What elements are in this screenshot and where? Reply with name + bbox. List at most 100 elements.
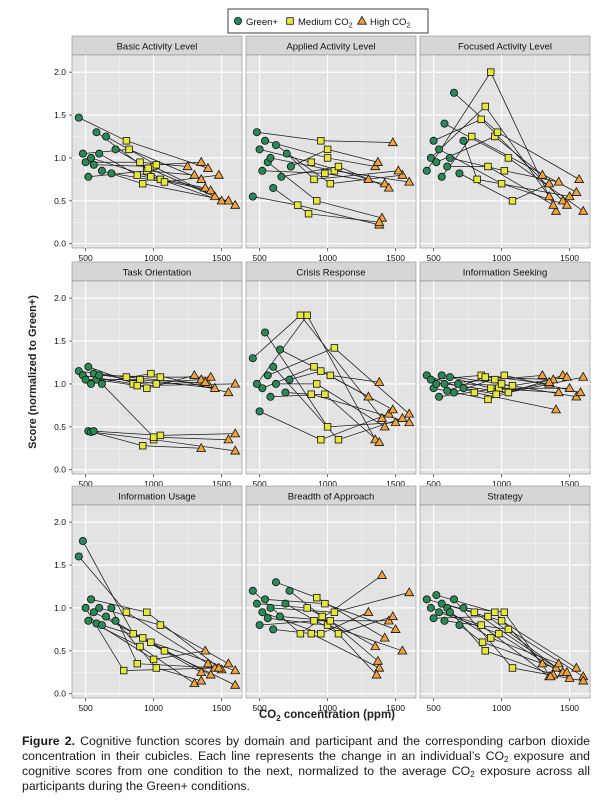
legend-marker-triangle [356, 15, 368, 25]
data-point-green-plus [440, 119, 449, 128]
data-point-green-plus [459, 384, 468, 393]
data-point-medium-co2 [487, 634, 495, 642]
data-point-medium-co2 [330, 167, 339, 175]
data-point-green-plus [81, 603, 90, 612]
panel-title: Crisis Response [296, 268, 365, 279]
data-point-high-co2 [189, 678, 200, 688]
data-point-green-plus [281, 388, 290, 397]
panel-title: Breadth of Approach [288, 492, 375, 503]
data-point-medium-co2 [477, 115, 485, 124]
data-point-green-plus [266, 153, 275, 162]
x-tick-label: 1500 [212, 703, 231, 713]
data-point-medium-co2 [497, 179, 506, 188]
data-point-green-plus [97, 379, 106, 388]
legend-label-text: High CO [370, 17, 406, 28]
data-point-medium-co2 [495, 629, 503, 638]
data-point-medium-co2 [508, 381, 517, 390]
data-point-green-plus [258, 166, 267, 175]
data-point-high-co2 [545, 671, 556, 681]
data-point-green-plus [422, 166, 431, 175]
data-point-green-plus [78, 149, 87, 158]
data-point-high-co2 [537, 369, 548, 379]
data-point-medium-co2 [307, 158, 315, 166]
panel-applied-activity-level: Applied Activity Level 500 1000 1500 [245, 35, 417, 263]
data-point-green-plus [432, 158, 441, 167]
panel-task-orientation: Task Orientation 0.0 0.5 1.0 1.5 2.0 500 1000 15… [54, 261, 243, 489]
y-tick-label: 0.0 [54, 465, 66, 475]
y-tick-label: 0.5 [54, 646, 66, 656]
data-point-high-co2 [189, 369, 200, 379]
x-tick-label: 1000 [144, 703, 163, 713]
data-point-medium-co2 [470, 388, 479, 397]
data-point-green-plus [443, 386, 452, 395]
data-point-green-plus [248, 192, 257, 201]
data-point-high-co2 [363, 606, 374, 616]
data-point-green-plus [437, 371, 446, 380]
data-point-high-co2 [404, 176, 415, 186]
data-point-high-co2 [544, 376, 555, 386]
data-point-green-plus [422, 595, 431, 604]
x-tick-label: 1500 [560, 703, 579, 713]
data-point-green-plus [285, 586, 294, 595]
data-point-green-plus [84, 172, 93, 181]
data-point-green-plus [252, 128, 261, 137]
data-point-medium-co2 [156, 431, 165, 440]
data-point-green-plus [269, 362, 278, 371]
data-point-green-plus [459, 136, 468, 145]
data-point-medium-co2 [310, 363, 318, 371]
data-point-green-plus [74, 552, 83, 561]
data-point-green-plus [263, 371, 272, 380]
data-point-medium-co2 [497, 380, 506, 388]
data-point-high-co2 [376, 569, 388, 579]
data-point-medium-co2 [144, 164, 152, 172]
data-point-green-plus [248, 586, 257, 595]
x-tick-label: 1500 [386, 703, 405, 713]
data-point-green-plus [261, 136, 270, 145]
data-point-high-co2 [230, 199, 241, 209]
data-point-green-plus [449, 595, 458, 604]
data-point-medium-co2 [481, 102, 489, 111]
data-point-green-plus [437, 599, 446, 608]
data-point-high-co2 [205, 185, 216, 195]
data-point-medium-co2 [504, 154, 513, 162]
data-point-medium-co2 [125, 145, 133, 154]
data-point-medium-co2 [500, 608, 509, 616]
data-point-high-co2 [561, 666, 572, 676]
x-axis-label: CO2 concentration (ppm) [259, 709, 395, 723]
data-point-green-plus [95, 149, 104, 158]
panel-title: Basic Activity Level [117, 42, 198, 53]
data-point-medium-co2 [122, 373, 131, 381]
data-point-green-plus [81, 158, 90, 167]
data-point-green-plus [74, 113, 83, 122]
data-point-medium-co2 [307, 629, 315, 638]
data-point-medium-co2 [334, 435, 343, 444]
data-point-green-plus [102, 612, 111, 621]
data-point-medium-co2 [143, 384, 151, 392]
data-point-high-co2 [374, 662, 385, 672]
y-axis-label: Score (normalized to Green+) [27, 295, 39, 449]
data-point-green-plus [258, 608, 267, 617]
y-tick-label: 2.0 [54, 67, 66, 77]
data-point-high-co2 [200, 645, 211, 655]
data-point-high-co2 [205, 669, 216, 679]
data-point-medium-co2 [313, 593, 321, 602]
data-point-medium-co2 [467, 132, 476, 141]
data-point-high-co2 [196, 442, 207, 452]
x-axis-label-sub: 2 [276, 714, 281, 723]
data-point-green-plus [107, 603, 116, 612]
data-point-medium-co2 [481, 373, 489, 381]
data-point-high-co2 [564, 191, 575, 201]
caption-text-3: exposure across all participants during … [22, 764, 590, 793]
x-tick-label: 1000 [492, 479, 511, 489]
data-point-high-co2 [209, 382, 220, 392]
data-point-medium-co2 [326, 617, 335, 625]
data-point-medium-co2 [318, 612, 326, 621]
data-point-high-co2 [196, 156, 207, 166]
y-tick-label: 1.0 [54, 153, 66, 163]
legend-marker-circle [233, 16, 242, 25]
data-point-medium-co2 [481, 647, 489, 655]
data-point-medium-co2 [304, 209, 313, 218]
data-point-green-plus [426, 153, 435, 162]
data-point-medium-co2 [293, 201, 302, 209]
x-tick-label: 1500 [212, 479, 231, 489]
